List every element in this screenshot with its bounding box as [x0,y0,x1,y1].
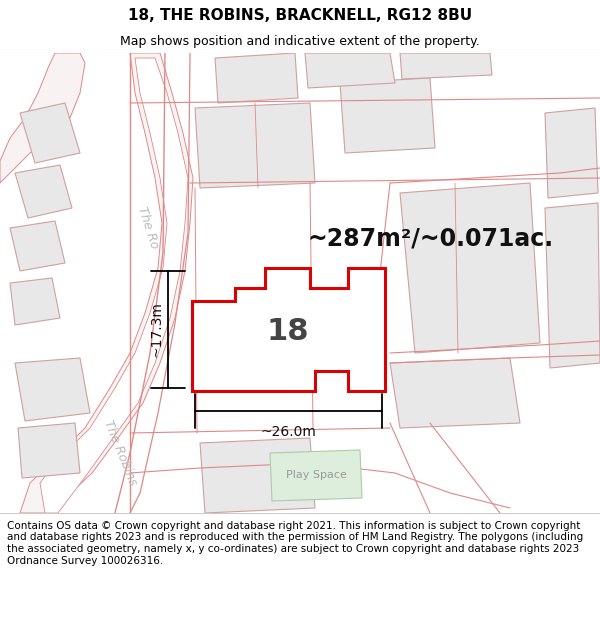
Polygon shape [200,438,315,513]
Text: ~26.0m: ~26.0m [260,425,316,439]
Polygon shape [15,358,90,421]
Text: 18, THE ROBINS, BRACKNELL, RG12 8BU: 18, THE ROBINS, BRACKNELL, RG12 8BU [128,8,472,23]
Polygon shape [15,165,72,218]
Polygon shape [400,53,492,79]
Polygon shape [400,183,540,353]
Polygon shape [270,450,362,501]
Polygon shape [20,103,80,163]
Text: Map shows position and indicative extent of the property.: Map shows position and indicative extent… [120,35,480,48]
Text: The Ro: The Ro [135,205,161,251]
Polygon shape [215,53,298,103]
Text: Contains OS data © Crown copyright and database right 2021. This information is : Contains OS data © Crown copyright and d… [7,521,583,566]
Polygon shape [305,53,395,88]
Text: ~287m²/~0.071ac.: ~287m²/~0.071ac. [308,226,554,250]
Text: The Robins: The Robins [101,419,139,488]
Polygon shape [0,53,85,183]
Polygon shape [18,423,80,478]
Polygon shape [195,103,315,188]
Polygon shape [545,203,600,368]
Polygon shape [40,58,188,513]
Polygon shape [192,268,385,391]
Polygon shape [10,278,60,325]
Text: Play Space: Play Space [286,470,346,480]
Polygon shape [20,53,193,513]
Polygon shape [545,108,598,198]
Polygon shape [10,221,65,271]
Text: ~17.3m: ~17.3m [149,301,163,358]
Polygon shape [390,358,520,428]
Polygon shape [340,78,435,153]
Text: 18: 18 [267,316,309,346]
